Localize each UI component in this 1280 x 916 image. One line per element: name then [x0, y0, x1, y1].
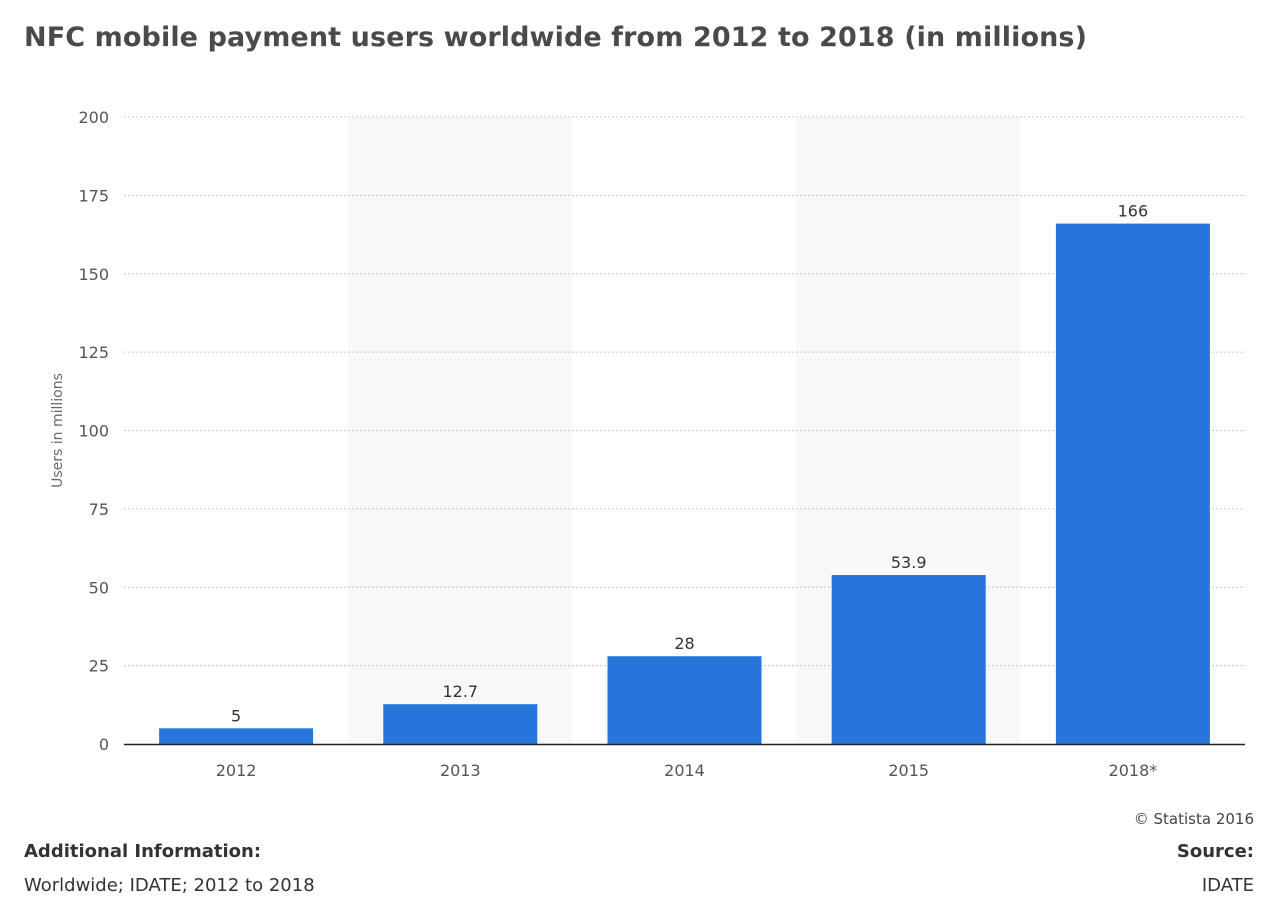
y-tick-label: 175 — [78, 186, 109, 205]
additional-info-heading: Additional Information: — [24, 841, 262, 862]
x-tick-label: 2018* — [1109, 761, 1158, 780]
additional-info-text: Worldwide; IDATE; 2012 to 2018 — [24, 875, 315, 896]
bar[interactable] — [383, 704, 538, 744]
y-tick-label: 25 — [89, 657, 109, 676]
x-tick-label: 2014 — [664, 761, 705, 780]
bar-value-label: 28 — [674, 634, 694, 653]
chart-title: NFC mobile payment users worldwide from … — [24, 22, 1088, 53]
y-axis-label: Users in millions — [50, 373, 66, 488]
bar-value-label: 166 — [1118, 202, 1149, 221]
x-tick-label: 2013 — [440, 761, 481, 780]
y-tick-label: 0 — [99, 735, 109, 754]
y-tick-label: 50 — [89, 578, 109, 597]
bar-value-labels: 5 12.7 28 53.9 166 — [231, 202, 1148, 726]
bar-chart: 0 25 50 75 100 125 150 175 200 5 12.7 28 53.9 166 20… — [50, 108, 1245, 780]
source-text: IDATE — [1201, 875, 1254, 896]
bar[interactable] — [831, 575, 986, 744]
bars — [159, 223, 1210, 745]
source-heading: Source: — [1176, 841, 1254, 862]
bar[interactable] — [607, 656, 762, 744]
y-tick-label: 200 — [78, 108, 109, 127]
bar-value-label: 53.9 — [891, 553, 927, 572]
y-axis-ticks: 0 25 50 75 100 125 150 175 200 — [78, 108, 109, 754]
x-tick-label: 2015 — [888, 761, 929, 780]
bar[interactable] — [1055, 223, 1210, 745]
y-tick-label: 150 — [78, 265, 109, 284]
bar-value-label: 5 — [231, 706, 241, 725]
y-tick-label: 75 — [89, 500, 109, 519]
bar-value-label: 12.7 — [442, 682, 478, 701]
bar[interactable] — [159, 728, 314, 744]
x-tick-label: 2012 — [216, 761, 257, 780]
copyright: © Statista 2016 — [1133, 810, 1254, 828]
y-tick-label: 100 — [78, 422, 109, 441]
x-axis-ticks: 2012 2013 2014 2015 2018* — [216, 761, 1158, 780]
y-tick-label: 125 — [78, 343, 109, 362]
